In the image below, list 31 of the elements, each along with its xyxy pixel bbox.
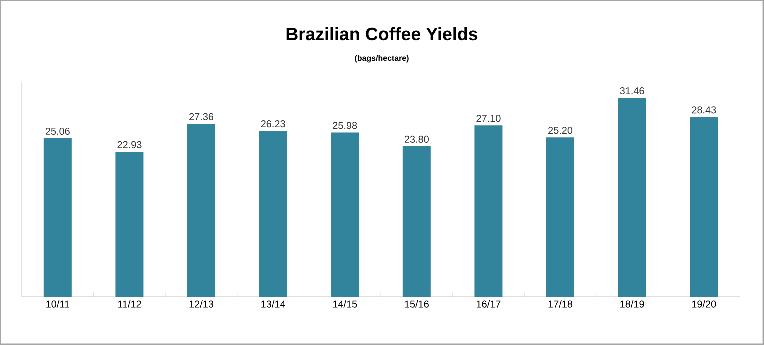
bar <box>331 132 360 297</box>
bar <box>474 126 503 297</box>
x-tick-label: 17/18 <box>548 300 573 308</box>
bar <box>546 138 575 297</box>
x-tick-label: 16/17 <box>477 300 501 308</box>
data-label: 25.98 <box>333 122 358 130</box>
x-tick-label: 10/11 <box>46 300 70 308</box>
x-tick-label: 12/13 <box>190 300 214 308</box>
x-tick-label: 15/16 <box>405 300 429 308</box>
chart-title: Brazilian Coffee Yields <box>286 27 478 41</box>
data-label: 31.46 <box>620 87 644 95</box>
x-tick-label: 13/14 <box>262 300 286 308</box>
data-label: 22.93 <box>118 141 142 148</box>
data-label: 26.23 <box>261 120 286 128</box>
bar <box>44 138 72 297</box>
data-label: 25.06 <box>46 128 70 136</box>
bar <box>618 98 646 297</box>
data-label: 23.80 <box>404 136 429 143</box>
data-label: 28.43 <box>692 106 716 114</box>
data-label: 27.10 <box>476 115 501 122</box>
x-tick-label: 14/15 <box>333 300 358 308</box>
x-tick-label: 19/20 <box>692 300 716 308</box>
bar <box>690 117 718 297</box>
x-tick-label: 11/12 <box>118 300 142 308</box>
x-tick-label: 18/19 <box>620 300 644 308</box>
data-label: 27.36 <box>190 113 214 120</box>
bar <box>116 152 144 297</box>
bar <box>188 124 216 297</box>
bar <box>402 146 431 297</box>
bar <box>259 131 288 297</box>
data-label: 25.20 <box>548 127 573 134</box>
